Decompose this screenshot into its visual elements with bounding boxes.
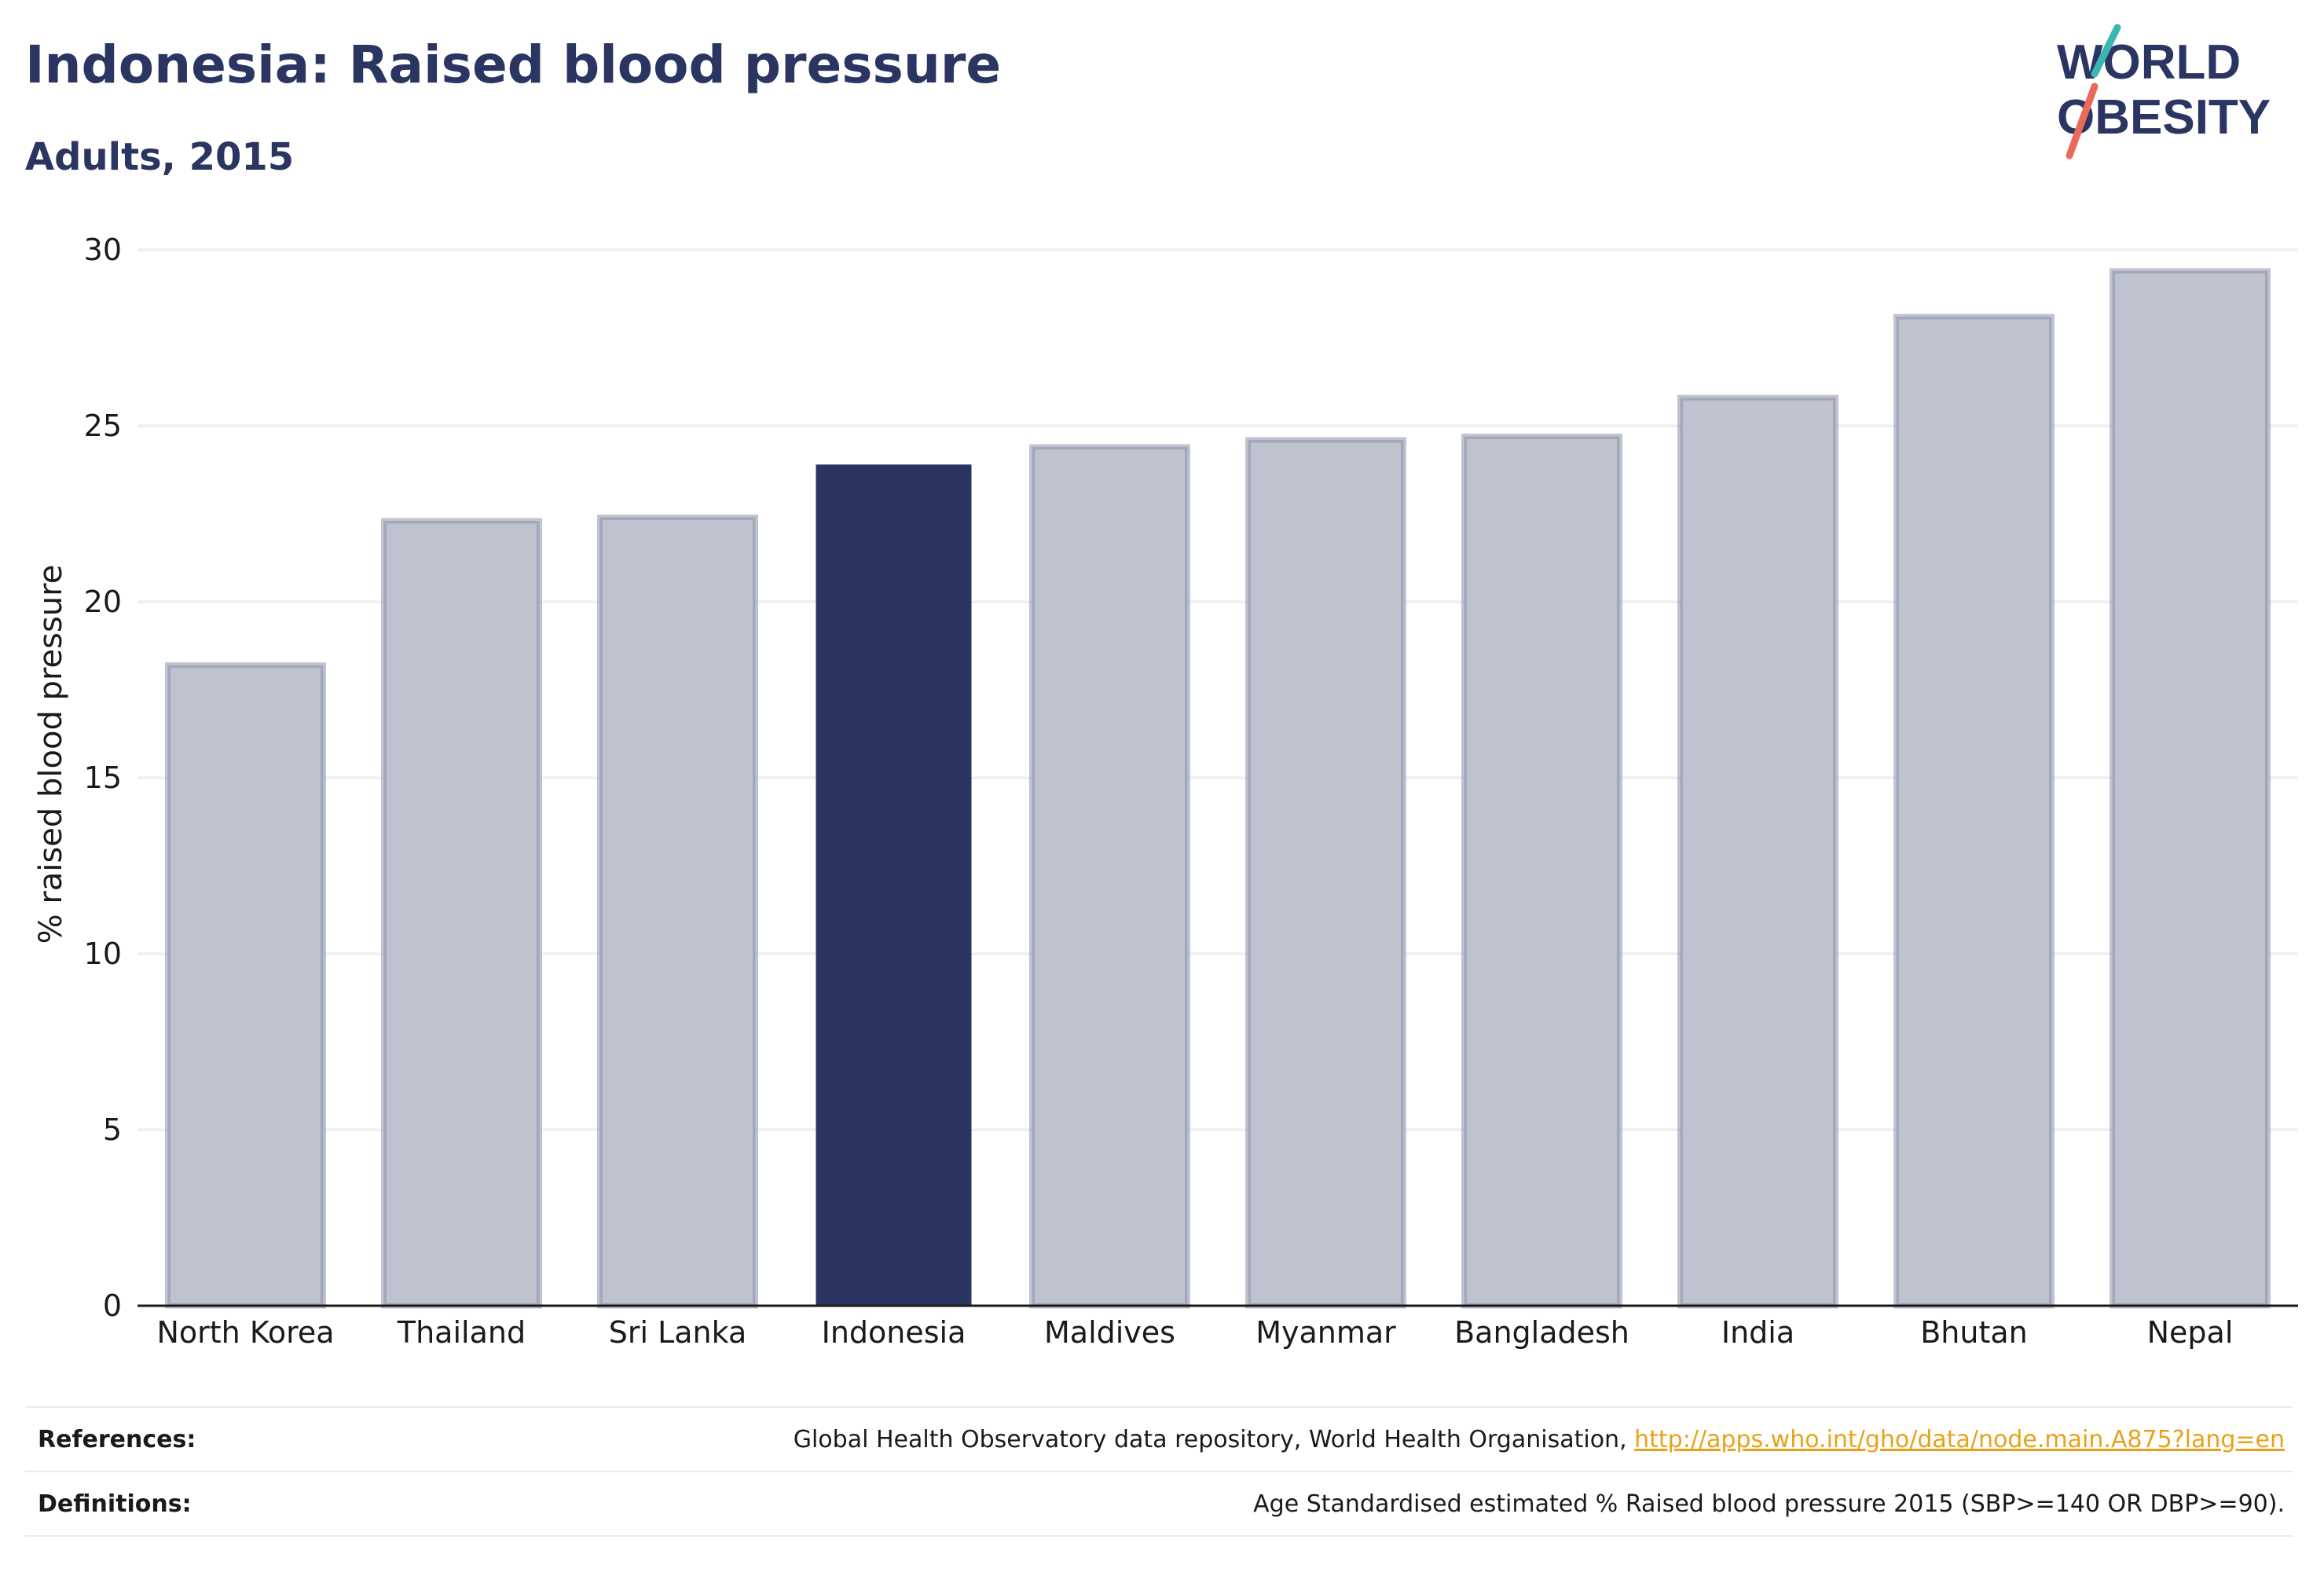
bars xyxy=(165,268,2271,1309)
bar xyxy=(2110,268,2271,1309)
y-tick-label: 0 xyxy=(103,1288,122,1323)
x-tick-label: Bhutan xyxy=(1920,1315,2028,1350)
bar xyxy=(165,662,326,1309)
bar xyxy=(1677,394,1838,1309)
chart-subtitle: Adults, 2015 xyxy=(25,135,295,179)
y-tick-label: 25 xyxy=(84,409,122,443)
chart-title: Indonesia: Raised blood pressure xyxy=(25,35,1002,95)
bar xyxy=(1461,433,1622,1309)
bar xyxy=(597,514,758,1309)
bar-highlight xyxy=(816,464,972,1306)
y-tick-labels: 0 5 10 15 20 25 30 xyxy=(84,233,122,1323)
references-text-wrap: Global Health Observatory data repositor… xyxy=(794,1426,2293,1453)
y-tick-label: 15 xyxy=(84,761,122,795)
logo-line1: WORLD xyxy=(2057,35,2241,90)
x-tick-label: Maldives xyxy=(1044,1315,1175,1350)
bar xyxy=(1893,313,2055,1309)
definitions-text: Age Standardised estimated % Raised bloo… xyxy=(1253,1490,2285,1518)
world-obesity-logo: WORLD OBESITY xyxy=(2057,24,2271,159)
logo-slash-coral xyxy=(2066,82,2099,159)
references-link[interactable]: http://apps.who.int/gho/data/node.main.A… xyxy=(1634,1425,2285,1453)
bar xyxy=(381,518,542,1309)
x-tick-label: North Korea xyxy=(156,1315,334,1350)
x-tick-labels: North Korea Thailand Sri Lanka Indonesia Mal… xyxy=(156,1315,2233,1350)
x-tick-label: Bangladesh xyxy=(1454,1315,1629,1350)
x-tick-label: Indonesia xyxy=(822,1315,966,1350)
x-tick-label: Thailand xyxy=(397,1315,526,1350)
bar xyxy=(1029,444,1190,1309)
references-text: Global Health Observatory data repositor… xyxy=(793,1425,1635,1453)
definitions-row: Definitions: Age Standardised estimated … xyxy=(25,1471,2293,1537)
y-tick-label: 30 xyxy=(84,233,122,267)
logo-slash-teal xyxy=(2091,24,2121,78)
x-tick-label: Nepal xyxy=(2147,1315,2234,1350)
y-tick-label: 5 xyxy=(103,1112,122,1147)
definitions-label: Definitions: xyxy=(38,1490,192,1518)
x-tick-label: Myanmar xyxy=(1255,1315,1396,1350)
bar-chart: 0 5 10 15 20 25 30 North Korea Thailand Sri Lank… xyxy=(33,233,2298,1350)
references-label: References: xyxy=(38,1425,196,1453)
y-axis-label: % raised blood pressure xyxy=(33,565,69,944)
y-tick-label: 10 xyxy=(84,936,122,971)
x-tick-label: India xyxy=(1721,1315,1794,1350)
references-row: References: Global Health Observatory da… xyxy=(25,1406,2293,1471)
bar xyxy=(1245,437,1406,1309)
y-tick-label: 20 xyxy=(84,585,122,619)
x-tick-label: Sri Lanka xyxy=(609,1315,747,1350)
